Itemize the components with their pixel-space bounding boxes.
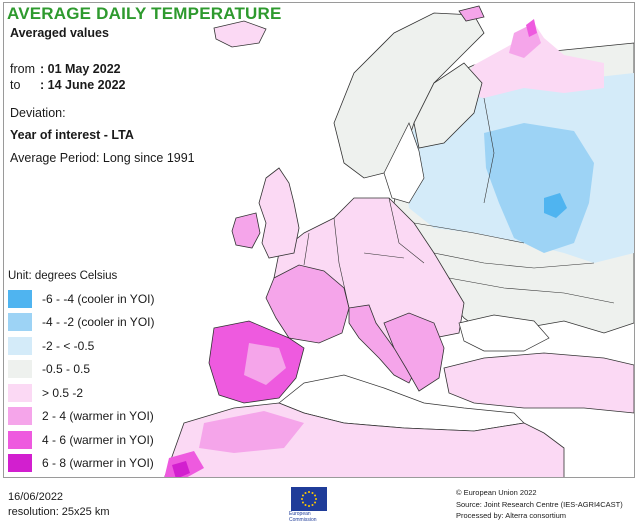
- legend-item: > 0.5 -2: [8, 381, 154, 405]
- iceland: [213, 20, 267, 48]
- iberia-warm: [244, 343, 286, 385]
- issue-date: 16/06/2022: [8, 491, 64, 503]
- legend-label: -4 - -2 (cooler in YOI): [42, 315, 155, 330]
- to-label: to: [10, 78, 21, 92]
- legend-swatch: [8, 383, 32, 402]
- from-value: : 01 May 2022: [40, 62, 121, 76]
- legend-label: -6 - -4 (cooler in YOI): [42, 291, 155, 306]
- deviation-label: Deviation:: [10, 106, 66, 120]
- to-value: : 14 June 2022: [40, 78, 126, 92]
- map-frame: [3, 2, 635, 478]
- legend: Unit: degrees Celsius -6 - -4 (cooler in…: [8, 270, 154, 475]
- processed-by: Processed by: Alterra consortium: [456, 511, 567, 520]
- eu-flag-icon: [291, 487, 327, 511]
- land-cooler-strong: [544, 193, 567, 218]
- france: [265, 264, 350, 344]
- copyright: © European Union 2022: [456, 488, 537, 497]
- land-cooler-medium: [484, 123, 594, 253]
- period-from: from : 01 May 2022: [10, 62, 121, 76]
- legend-item: -6 - -4 (cooler in YOI): [8, 287, 154, 311]
- average-period: Average Period: Long since 1991: [10, 151, 195, 165]
- great-britain: [258, 167, 300, 259]
- legend-label: 6 - 8 (warmer in YOI): [42, 456, 154, 471]
- north-africa-hottest: [172, 461, 190, 477]
- legend-item: -4 - -2 (cooler in YOI): [8, 311, 154, 335]
- legend-swatch: [8, 454, 32, 473]
- legend-swatch: [8, 289, 32, 308]
- balkans: [383, 312, 445, 392]
- italy: [348, 304, 415, 384]
- legend-swatch: [8, 430, 32, 449]
- legend-item: 4 - 6 (warmer in YOI): [8, 428, 154, 452]
- legend-label: -2 - < -0.5: [42, 338, 95, 353]
- resolution: resolution: 25x25 km: [8, 506, 110, 518]
- land-warm-north: [454, 23, 604, 98]
- european-commission-logo: European Commission: [285, 485, 341, 523]
- legend-swatch: [8, 360, 32, 379]
- legend-swatch: [8, 313, 32, 332]
- turkey: [443, 352, 634, 414]
- legend-item: 2 - 4 (warmer in YOI): [8, 405, 154, 429]
- legend-unit: Unit: degrees Celsius: [8, 270, 118, 282]
- footer-right: © European Union 2022 Source: Joint Rese…: [456, 487, 623, 522]
- baltic-sea: [383, 122, 425, 204]
- legend-label: > 0.5 -2: [42, 385, 84, 400]
- from-label: from: [10, 62, 35, 76]
- footer-left: 16/06/2022 resolution: 25x25 km: [8, 490, 110, 520]
- source: Source: Joint Research Centre (IES-AGRI4…: [456, 499, 623, 509]
- logo-text: European Commission: [289, 511, 317, 523]
- legend-label: 2 - 4 (warmer in YOI): [42, 409, 154, 424]
- period-to: to : 14 June 2022: [10, 78, 125, 92]
- country-borders: [303, 97, 615, 309]
- ireland: [231, 212, 261, 249]
- arctic-island: [458, 5, 485, 22]
- map-subtitle: Averaged values: [10, 26, 109, 40]
- map-title: AVERAGE DAILY TEMPERATURE: [7, 4, 282, 23]
- finland: [413, 62, 483, 149]
- legend-item: -0.5 - 0.5: [8, 358, 154, 382]
- legend-label: 4 - 6 (warmer in YOI): [42, 432, 154, 447]
- temperature-deviation-map: [164, 5, 634, 477]
- legend-item: -2 - < -0.5: [8, 334, 154, 358]
- legend-swatch: [8, 407, 32, 426]
- year-of-interest: Year of interest - LTA: [10, 128, 134, 142]
- legend-item: 6 - 8 (warmer in YOI): [8, 452, 154, 476]
- land-hot-north: [526, 19, 537, 37]
- north-africa-warm: [199, 411, 304, 453]
- black-sea: [458, 314, 550, 352]
- legend-label: -0.5 - 0.5: [42, 362, 91, 377]
- legend-swatch: [8, 336, 32, 355]
